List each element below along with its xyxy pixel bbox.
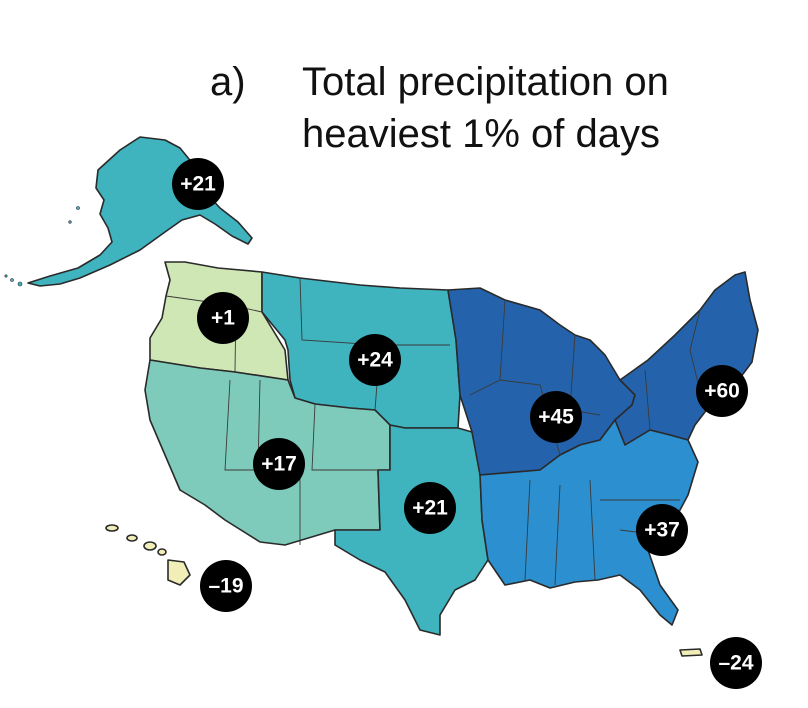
region-hawaii: [105, 524, 191, 586]
region-alaska: [27, 136, 253, 287]
badge-southwest: +17: [253, 438, 305, 490]
badge-southern-great-plains: +21: [404, 482, 456, 534]
svg-text:+17: +17: [261, 453, 297, 476]
badge-hawaii: –19: [200, 560, 252, 612]
badge-northern-great-plains: +24: [349, 334, 401, 386]
svg-text:–24: –24: [718, 652, 753, 675]
svg-text:+1: +1: [211, 307, 235, 330]
badge-northwest: +1: [197, 292, 249, 344]
title-line-1: Total precipitation on: [302, 60, 669, 104]
badge-northeast: +60: [696, 365, 748, 417]
badge-midwest: +45: [530, 391, 582, 443]
svg-text:+24: +24: [357, 349, 393, 372]
panel-label: a): [210, 60, 246, 104]
svg-text:+60: +60: [704, 380, 740, 403]
badge-alaska: +21: [172, 158, 224, 210]
badge-puerto-rico: –24: [710, 637, 762, 689]
region-puerto-rico: [679, 648, 703, 657]
svg-text:+21: +21: [412, 497, 448, 520]
aleutian-islands: [4, 206, 80, 287]
title-line-2: heaviest 1% of days: [302, 112, 660, 156]
svg-text:+37: +37: [644, 519, 680, 542]
svg-text:+21: +21: [180, 173, 216, 196]
svg-text:–19: –19: [208, 575, 243, 598]
region-northeast: [614, 271, 759, 446]
badge-southeast: +37: [636, 504, 688, 556]
svg-text:+45: +45: [538, 406, 574, 429]
region-southeast: [479, 419, 699, 626]
